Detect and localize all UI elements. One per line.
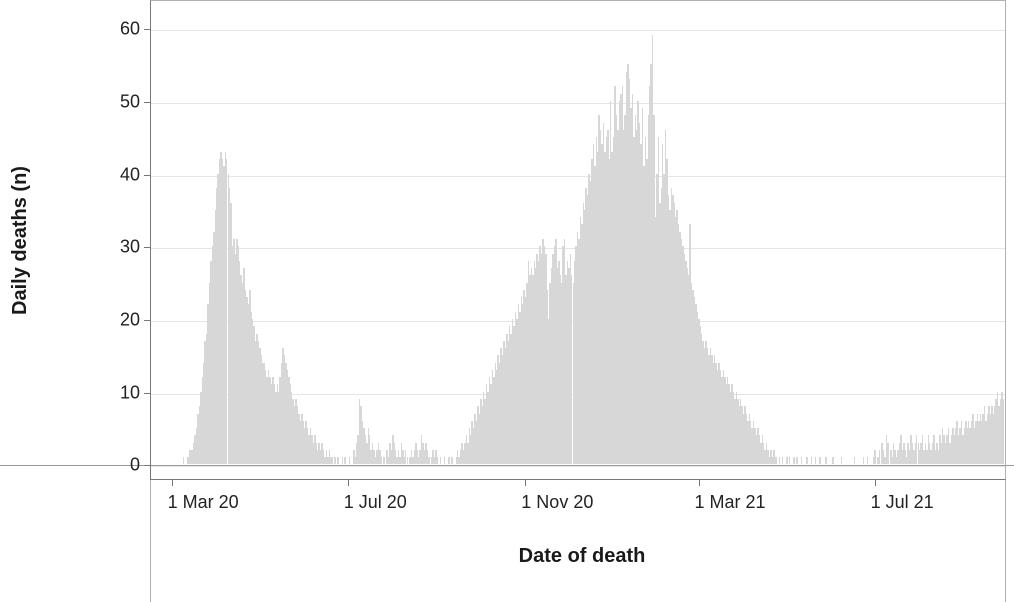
bar bbox=[887, 443, 888, 465]
bar bbox=[811, 457, 812, 464]
bar bbox=[815, 457, 816, 464]
x-axis-title: Date of death bbox=[150, 545, 1014, 568]
bar bbox=[796, 457, 797, 464]
bar bbox=[841, 457, 842, 464]
bar bbox=[444, 457, 445, 464]
y-tick-label: 0 bbox=[100, 455, 140, 476]
bar bbox=[819, 457, 820, 464]
bar bbox=[867, 457, 868, 464]
daily-deaths-chart: Daily deaths (n) 0102030405060 1 Mar 201… bbox=[0, 0, 1014, 602]
bar bbox=[448, 457, 449, 464]
bar bbox=[428, 457, 429, 464]
y-tick-label: 50 bbox=[100, 91, 140, 112]
y-axis-title: Daily deaths (n) bbox=[0, 0, 40, 480]
bar bbox=[863, 457, 864, 464]
bar bbox=[440, 457, 441, 464]
bar bbox=[407, 457, 408, 464]
y-tick-label: 30 bbox=[100, 237, 140, 258]
bar bbox=[801, 457, 802, 464]
bar bbox=[776, 457, 777, 464]
bar bbox=[331, 457, 332, 464]
x-axis-title-text: Date of death bbox=[519, 545, 646, 567]
y-tick-label: 20 bbox=[100, 310, 140, 331]
bar-container bbox=[151, 1, 1005, 479]
bar bbox=[786, 457, 787, 464]
bar bbox=[334, 457, 335, 464]
bar bbox=[874, 450, 875, 465]
bar bbox=[349, 457, 350, 464]
bar bbox=[183, 457, 184, 464]
bar bbox=[337, 457, 338, 464]
bar bbox=[437, 457, 438, 464]
bar bbox=[451, 457, 452, 464]
bar bbox=[789, 457, 790, 464]
y-tick-label: 40 bbox=[100, 164, 140, 185]
y-tick-label: 60 bbox=[100, 19, 140, 40]
bar bbox=[854, 457, 855, 464]
bar bbox=[879, 450, 880, 465]
bar bbox=[793, 457, 794, 464]
bar bbox=[779, 457, 780, 464]
bar bbox=[342, 457, 343, 464]
plot-frame-below bbox=[150, 480, 1006, 602]
bar bbox=[381, 457, 382, 464]
bar bbox=[383, 457, 384, 464]
bar bbox=[344, 457, 345, 464]
bar bbox=[832, 457, 833, 464]
bar bbox=[825, 457, 826, 464]
y-tick-label: 10 bbox=[100, 382, 140, 403]
bar bbox=[782, 457, 783, 464]
plot-area bbox=[150, 0, 1006, 480]
bar bbox=[1003, 399, 1004, 464]
y-axis-title-text: Daily deaths (n) bbox=[9, 166, 32, 315]
bar bbox=[806, 457, 807, 464]
